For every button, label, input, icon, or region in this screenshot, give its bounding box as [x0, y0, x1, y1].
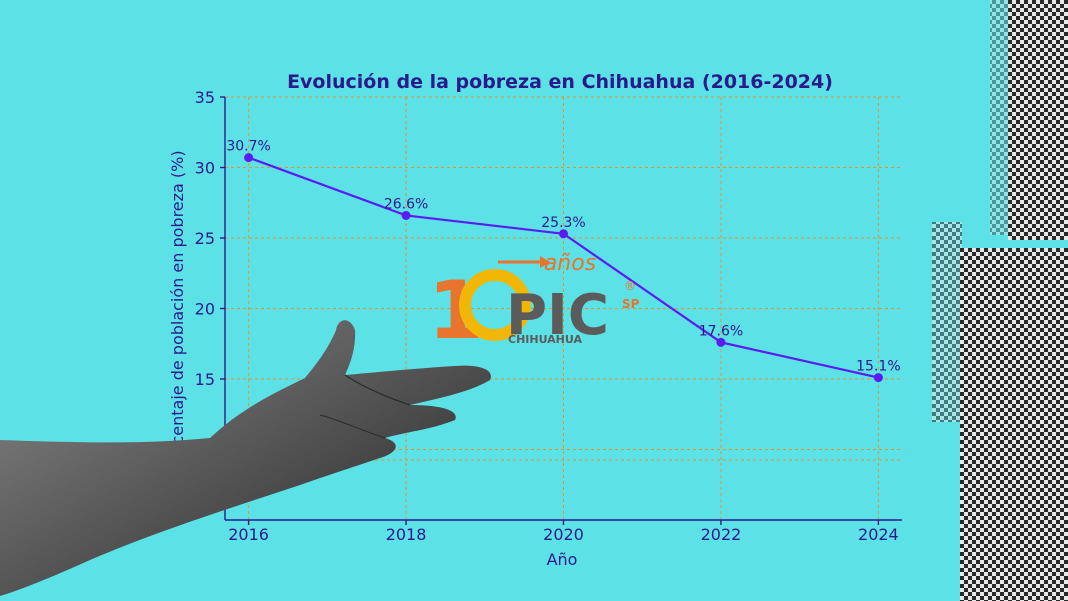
- data-label: 15.1%: [856, 359, 900, 375]
- data-point: [401, 210, 411, 220]
- checkerboard-pattern: [932, 0, 1068, 601]
- logo-location: CHIHUAHUA: [508, 333, 582, 346]
- y-tick-label: 30: [195, 159, 215, 178]
- y-tick-label: 15: [195, 370, 215, 389]
- data-point: [716, 337, 726, 347]
- logo-years: años: [544, 251, 596, 276]
- data-label: 30.7%: [226, 139, 270, 155]
- data-label: 17.6%: [699, 323, 743, 339]
- logo-ring: [459, 269, 531, 341]
- y-tick-labels: 101520253035: [195, 88, 215, 460]
- logo-registered: ®: [624, 279, 636, 293]
- logo-suffix: SP: [622, 297, 640, 311]
- y-axis-label: Porcentaje de población en pobreza (%): [168, 150, 187, 469]
- x-tick-label: 2024: [858, 525, 899, 544]
- x-tick-label: 2020: [543, 525, 584, 544]
- x-axis-label: Año: [547, 550, 578, 569]
- y-tick-label: 35: [195, 88, 215, 107]
- x-tick-label: 2022: [701, 525, 742, 544]
- pic-logo: 1 años PIC ® SP CHIHUAHUA: [428, 251, 640, 357]
- y-tick-label: 20: [195, 300, 215, 319]
- data-point: [244, 153, 254, 163]
- data-point: [873, 373, 883, 383]
- grid-lines: [225, 96, 902, 520]
- data-label: 25.3%: [541, 215, 585, 231]
- data-point: [559, 229, 568, 239]
- chart-title: Evolución de la pobreza en Chihuahua (20…: [287, 71, 833, 93]
- x-tick-labels: 2016 2018 2020 2022 2024: [228, 525, 898, 544]
- data-points: [244, 153, 883, 383]
- data-labels: 30.7% 26.6% 25.3% 17.6% 15.1%: [226, 139, 900, 375]
- logo-brand: PIC: [506, 283, 609, 348]
- x-tick-label: 2016: [228, 525, 269, 544]
- data-label: 26.6%: [384, 196, 428, 212]
- y-tick-label: 25: [195, 229, 215, 248]
- line-chart: Evolución de la pobreza en Chihuahua (20…: [168, 71, 902, 569]
- x-tick-label: 2018: [386, 525, 427, 544]
- hand-photo: [0, 320, 491, 596]
